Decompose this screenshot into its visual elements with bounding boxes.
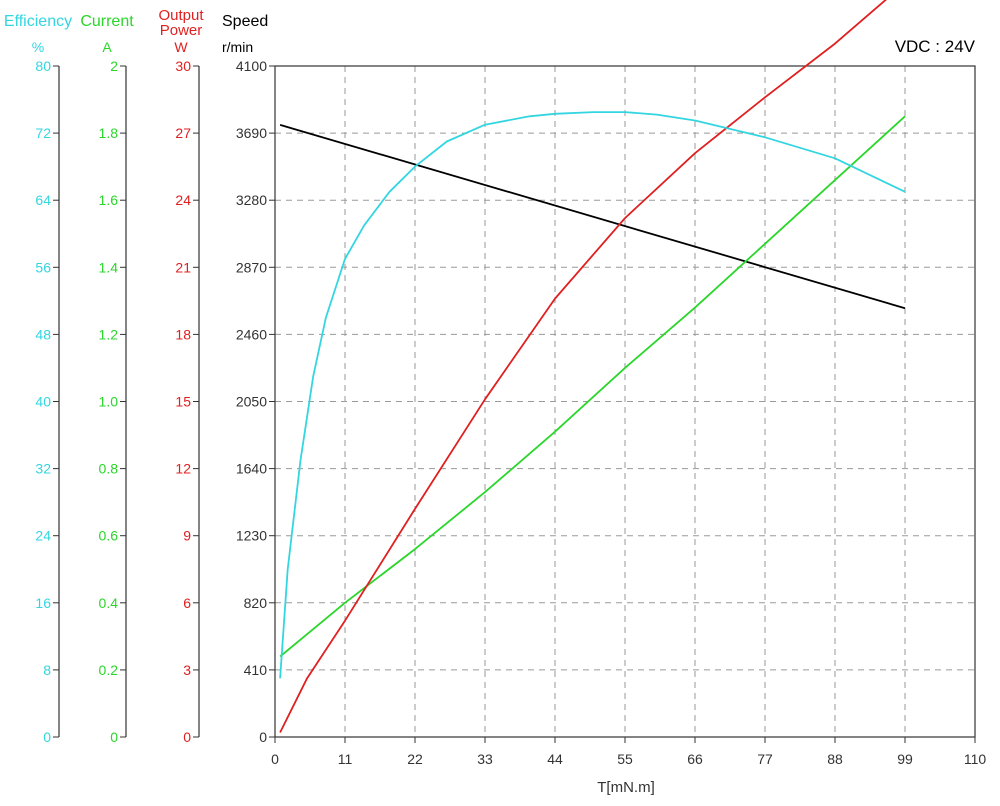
speed-curve xyxy=(279,124,906,310)
power-tick-label: 15 xyxy=(175,394,191,410)
x-tick-label: 55 xyxy=(617,751,633,767)
speed-tick-label: 4100 xyxy=(236,58,267,74)
efficiency-tick-label: 64 xyxy=(35,192,51,208)
efficiency-axis: 0 8 16 24 32 40 48 56 64 72 80 Efficiency% xyxy=(4,13,72,745)
current-axis-unit: A xyxy=(102,39,112,55)
power-axis-unit: W xyxy=(174,39,188,55)
speed-tick-label: 0 xyxy=(259,729,267,745)
current-tick-label: 0 xyxy=(110,729,118,745)
x-axis: 0 11 22 33 44 55 66 77 88 99 110 xyxy=(271,737,986,767)
efficiency-axis-title: Efficiency xyxy=(4,13,72,30)
power-tick-label: 3 xyxy=(183,662,191,678)
speed-tick-label: 1640 xyxy=(236,461,267,477)
current-tick-label: 1.0 xyxy=(99,394,119,410)
speed-tick-label: 2460 xyxy=(236,326,267,342)
power-tick-label: 27 xyxy=(175,125,191,141)
x-axis-label: T[mN.m] xyxy=(597,779,655,796)
current-tick-label: 0.4 xyxy=(99,595,119,611)
x-tick-label: 11 xyxy=(338,751,353,767)
power-tick-label: 9 xyxy=(183,528,191,544)
speed-axis: 0 410 820 1230 1640 2050 2460 2870 3280 3690 4100 S… xyxy=(222,13,275,745)
power-tick-label: 21 xyxy=(175,259,191,275)
chart-annotation: VDC : 24V xyxy=(895,37,976,56)
x-tick-label: 22 xyxy=(407,751,423,767)
power-axis-title: Power xyxy=(160,22,203,39)
current-axis-title: Current xyxy=(80,13,134,30)
speed-axis-title: Speed xyxy=(222,13,268,30)
current-tick-label: 1.8 xyxy=(99,125,119,141)
power-tick-label: 0 xyxy=(183,729,191,745)
current-tick-label: 1.4 xyxy=(99,259,119,275)
series xyxy=(279,0,906,733)
current-tick-label: 0.6 xyxy=(99,528,119,544)
speed-tick-label: 1230 xyxy=(236,528,267,544)
grid xyxy=(275,66,975,737)
efficiency-tick-label: 16 xyxy=(35,595,51,611)
efficiency-tick-label: 8 xyxy=(43,662,51,678)
power-tick-label: 30 xyxy=(175,58,191,74)
current-tick-label: 0.8 xyxy=(99,461,119,477)
speed-axis-unit: r/min xyxy=(222,39,253,55)
x-tick-label: 110 xyxy=(964,751,987,767)
power-curve xyxy=(279,0,887,733)
speed-tick-label: 3280 xyxy=(236,192,267,208)
speed-tick-label: 2050 xyxy=(236,394,267,410)
efficiency-tick-label: 48 xyxy=(35,326,51,342)
efficiency-tick-label: 56 xyxy=(35,259,51,275)
power-tick-label: 24 xyxy=(175,192,191,208)
efficiency-tick-label: 32 xyxy=(35,461,51,477)
efficiency-tick-label: 24 xyxy=(35,528,51,544)
speed-tick-label: 3690 xyxy=(236,125,267,141)
current-tick-label: 2 xyxy=(110,58,118,74)
x-tick-label: 99 xyxy=(897,751,913,767)
power-tick-label: 18 xyxy=(175,326,191,342)
x-tick-label: 77 xyxy=(757,751,773,767)
efficiency-tick-label: 40 xyxy=(35,394,51,410)
speed-tick-label: 820 xyxy=(244,595,268,611)
efficiency-axis-unit: % xyxy=(32,39,44,55)
x-tick-label: 0 xyxy=(271,751,279,767)
power-axis-title: Output xyxy=(158,7,204,24)
current-tick-label: 0.2 xyxy=(99,662,119,678)
y-axes: 08162432404856647280Efficiency%00.20.40.… xyxy=(4,7,275,745)
speed-tick-label: 410 xyxy=(244,662,268,678)
current-axis: 0 0.2 0.4 0.6 0.8 1.0 1.2 1.4 1.6 1.8 2 Current A xyxy=(80,13,134,745)
current-curve xyxy=(279,115,906,658)
efficiency-tick-label: 72 xyxy=(35,125,51,141)
x-tick-label: 88 xyxy=(827,751,843,767)
current-tick-label: 1.2 xyxy=(99,326,119,342)
power-tick-label: 6 xyxy=(183,595,191,611)
speed-tick-label: 2870 xyxy=(236,259,267,275)
current-tick-label: 1.6 xyxy=(99,192,119,208)
x-tick-label: 33 xyxy=(477,751,493,767)
power-tick-label: 12 xyxy=(175,461,191,477)
efficiency-curve xyxy=(279,111,906,679)
x-tick-label: 44 xyxy=(547,751,563,767)
efficiency-tick-label: 0 xyxy=(43,729,51,745)
x-tick-label: 66 xyxy=(687,751,703,767)
efficiency-tick-label: 80 xyxy=(35,58,51,74)
